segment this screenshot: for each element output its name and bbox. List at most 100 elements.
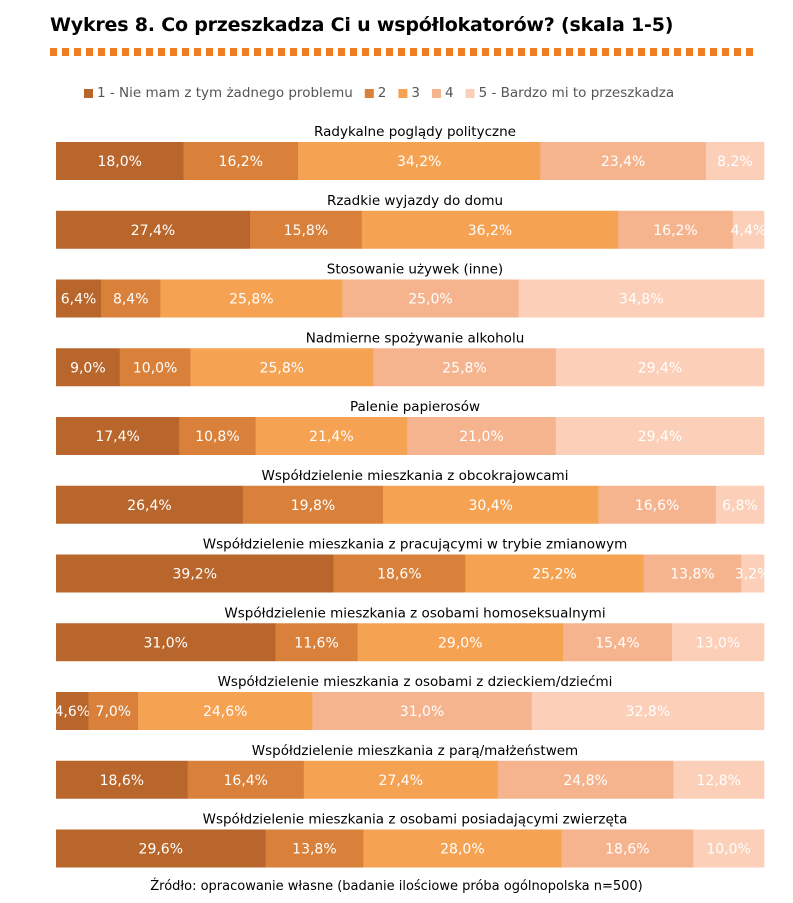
data-label-5-4: 21,0% (459, 429, 503, 445)
data-label-2-1: 27,4% (131, 223, 175, 239)
bar-segment-2-5 (732, 210, 765, 249)
bar-segment-6-2 (242, 485, 384, 524)
data-label-9-1: 4,6% (54, 704, 90, 720)
data-label-4-4: 25,8% (442, 360, 486, 376)
legend-label-1: 1 - Nie mam z tym żadnego problemu (97, 85, 353, 101)
category-label-11: Współdzielenie mieszkania z osobami posi… (203, 812, 628, 828)
title-underline-dots (50, 48, 758, 56)
bar-segment-4-3 (190, 348, 374, 387)
data-label-7-3: 25,2% (532, 567, 576, 583)
data-label-2-4: 16,2% (653, 223, 697, 239)
bar-segment-8-1 (56, 623, 276, 662)
data-label-10-4: 24,8% (563, 773, 607, 789)
data-label-10-3: 27,4% (379, 773, 423, 789)
category-label-5: Palenie papierosów (350, 399, 480, 415)
bar-segment-7-1 (56, 554, 334, 593)
data-label-11-3: 28,0% (440, 842, 484, 858)
data-label-5-5: 29,4% (638, 429, 682, 445)
data-label-7-5: 3,2% (735, 567, 771, 583)
data-label-3-3: 25,8% (229, 292, 273, 308)
bar-segment-5-4 (407, 417, 557, 455)
legend-label-3: 3 (411, 85, 420, 101)
data-label-6-5: 6,8% (722, 498, 758, 514)
legend-label-5: 5 - Bardzo mi to przeszkadza (479, 85, 675, 101)
category-label-9: Współdzielenie mieszkania z osobami z dz… (218, 674, 613, 690)
bar-segment-1-5 (705, 142, 765, 180)
bar-segment-11-1 (56, 829, 266, 868)
data-label-2-3: 36,2% (468, 223, 512, 239)
source-note: Źródło: opracowanie własne (badanie iloś… (150, 879, 643, 894)
data-label-8-2: 11,6% (294, 635, 338, 651)
bar-segment-11-2 (265, 829, 364, 868)
data-label-6-4: 16,6% (635, 498, 679, 514)
bar-segment-4-2 (119, 348, 191, 387)
data-label-8-4: 15,4% (595, 635, 639, 651)
bar-segment-10-2 (187, 760, 305, 799)
data-label-1-5: 8,2% (717, 154, 753, 170)
bar-segment-5-3 (255, 417, 408, 455)
bar-segment-8-4 (562, 623, 673, 662)
data-label-4-2: 10,0% (133, 360, 177, 376)
category-label-3: Stosowanie używek (inne) (327, 262, 503, 278)
data-label-3-1: 6,4% (61, 292, 97, 308)
bar-segment-2-4 (618, 210, 734, 249)
data-label-9-4: 31,0% (400, 704, 444, 720)
data-label-7-2: 18,6% (377, 567, 421, 583)
bar-segment-9-3 (138, 692, 313, 730)
data-label-9-3: 24,6% (203, 704, 247, 720)
bar-segment-8-3 (357, 623, 564, 662)
data-label-1-2: 16,2% (219, 154, 263, 170)
bar-segment-2-2 (249, 210, 363, 249)
data-label-10-1: 18,6% (100, 773, 144, 789)
legend-label-4: 4 (445, 85, 454, 101)
data-label-9-5: 32,8% (626, 704, 670, 720)
bar-segment-7-4 (643, 554, 742, 593)
bar-segment-1-1 (56, 142, 184, 180)
bar-segment-3-4 (342, 279, 519, 318)
data-label-8-3: 29,0% (438, 635, 482, 651)
bar-segment-3-3 (160, 279, 343, 318)
data-label-8-1: 31,0% (143, 635, 187, 651)
data-label-8-5: 13,0% (696, 635, 740, 651)
data-label-11-4: 18,6% (605, 842, 649, 858)
bar-segment-9-4 (312, 692, 533, 730)
bar-segment-1-3 (298, 142, 541, 180)
data-label-9-2: 7,0% (96, 704, 132, 720)
data-label-6-1: 26,4% (127, 498, 171, 514)
data-label-1-4: 23,4% (601, 154, 645, 170)
bar-segment-8-5 (671, 623, 765, 662)
category-label-10: Współdzielenie mieszkania z parą/małżeńs… (252, 743, 578, 759)
bar-segment-2-3 (361, 210, 619, 249)
bar-segment-5-1 (56, 417, 180, 455)
legend-swatch-5 (465, 89, 475, 98)
data-label-5-1: 17,4% (95, 429, 139, 445)
bar-segment-6-3 (383, 485, 599, 524)
bar-segment-4-1 (56, 348, 121, 387)
data-label-3-5: 34,8% (619, 292, 663, 308)
bar-segment-6-4 (598, 485, 717, 524)
bar-segment-10-3 (303, 760, 499, 799)
data-label-11-2: 13,8% (292, 842, 336, 858)
category-label-4: Nadmierne spożywanie alkoholu (306, 330, 525, 346)
bar-segment-9-2 (88, 692, 139, 730)
data-label-1-3: 34,2% (397, 154, 441, 170)
data-label-4-1: 9,0% (70, 360, 106, 376)
bar-segment-4-4 (373, 348, 557, 387)
data-label-4-5: 29,4% (638, 360, 682, 376)
bar-segment-7-5 (741, 554, 765, 593)
data-label-11-1: 29,6% (139, 842, 183, 858)
legend-swatch-3 (398, 89, 408, 98)
data-label-10-5: 12,8% (696, 773, 740, 789)
data-label-1-1: 18,0% (97, 154, 141, 170)
bar-segment-6-5 (715, 485, 765, 524)
category-label-7: Współdzielenie mieszkania z pracującymi … (203, 537, 628, 553)
data-label-7-1: 39,2% (173, 567, 217, 583)
bar-segment-3-2 (101, 279, 161, 318)
bar-segment-3-1 (56, 279, 102, 318)
bar-segment-6-1 (56, 485, 244, 524)
bar-segment-9-1 (56, 692, 89, 730)
bar-segment-4-5 (555, 348, 765, 387)
bar-segment-2-1 (56, 210, 251, 249)
bar-segment-11-5 (693, 829, 765, 868)
